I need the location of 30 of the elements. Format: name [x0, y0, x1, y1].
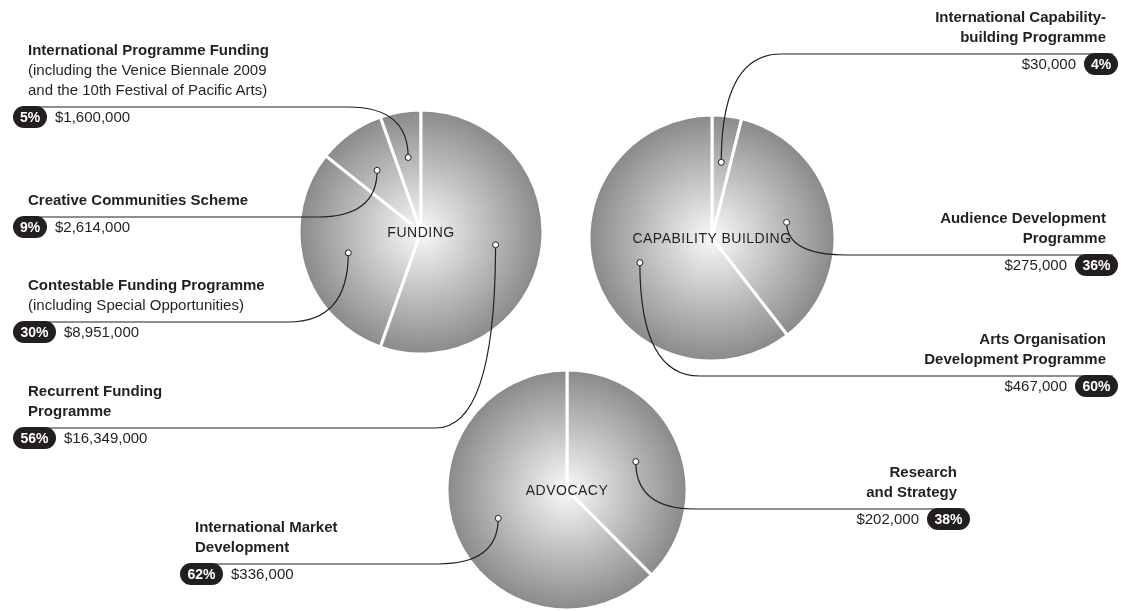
- slice-label: Arts Organisation Development Programme: [924, 330, 1106, 367]
- data-label: $1,600,000: [55, 108, 131, 125]
- text: ADVOCACY: [525, 482, 609, 498]
- text: 4%: [1090, 56, 1112, 72]
- data-label: $16,349,000: [64, 429, 148, 446]
- text: 62%: [187, 566, 217, 582]
- data-label: $8,951,000: [64, 323, 140, 340]
- text: CAPABILITY BUILDING: [632, 230, 792, 246]
- text: FUNDING: [387, 224, 455, 240]
- data-label: $202,000: [856, 510, 919, 527]
- slice-label: Research and Strategy: [866, 463, 958, 500]
- slice-label: Creative Communities Scheme: [28, 191, 249, 208]
- data-label: $30,000: [1021, 55, 1076, 72]
- text: 56%: [20, 430, 50, 446]
- data-label: $467,000: [1004, 377, 1067, 394]
- text: 38%: [934, 511, 964, 527]
- slice-label: Recurrent Funding Programme: [28, 382, 163, 419]
- data-label: $275,000: [1004, 256, 1067, 273]
- slice-label: International Market Development: [195, 518, 338, 555]
- text: 5%: [19, 109, 41, 125]
- data-label: $336,000: [231, 565, 294, 582]
- text: 36%: [1082, 257, 1112, 273]
- slice-label: International Programme Funding (including the Venice Biennale 2009 and the 10th Festival of Pacific Arts): [28, 41, 269, 98]
- text: 30%: [20, 324, 50, 340]
- data-label: $2,614,000: [55, 218, 131, 235]
- slice-label: Audience Development Programme: [940, 209, 1106, 246]
- text: 60%: [1082, 378, 1112, 394]
- slice-label: Contestable Funding Programme (including Special Opportunities): [28, 276, 265, 313]
- slice-label: International Capability- building Programme: [935, 8, 1106, 45]
- text: 9%: [19, 219, 41, 235]
